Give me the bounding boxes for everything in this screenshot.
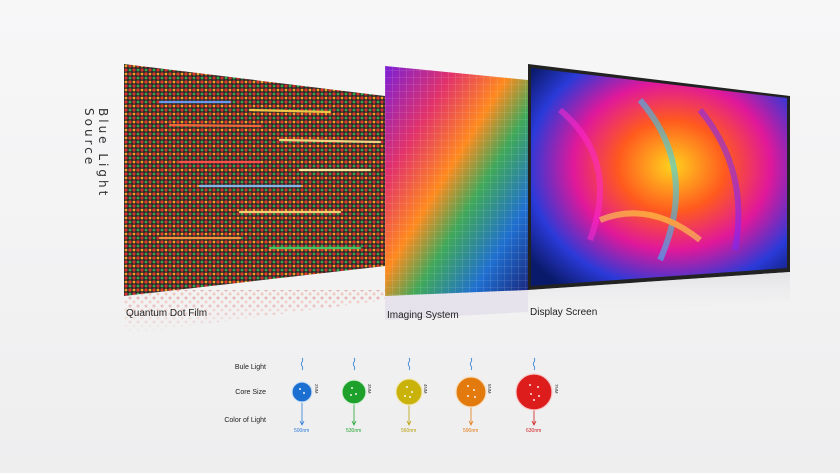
blue-light-source-label: Blue Light Source — [82, 108, 110, 199]
legend-row-core-size: Core Size — [235, 389, 266, 396]
imaging-system — [385, 66, 528, 320]
quantum-dot-film — [124, 64, 385, 335]
display-caption: Display Screen — [530, 307, 598, 318]
size-label: 5NM — [487, 384, 492, 394]
legend-row-bule-light: Bule Light — [234, 364, 266, 371]
size-label: 3NM — [367, 384, 372, 394]
legend-row-color-of-light: Color of Light — [224, 417, 266, 424]
size-label: 7NM — [554, 384, 559, 394]
film-caption: Quantum Dot Film — [126, 308, 208, 319]
wavelength-label: 590nm — [463, 428, 479, 434]
display-screen — [528, 64, 790, 318]
imaging-caption: Imaging System — [387, 310, 459, 321]
wavelength-label: 500nm — [294, 428, 310, 434]
wavelength-label: 560nm — [401, 428, 417, 434]
size-label: 4NM — [423, 384, 428, 394]
wavelength-label: 630nm — [526, 428, 542, 434]
size-label: 2NM — [314, 384, 319, 394]
quantum-dot-balls — [291, 373, 553, 411]
wavelength-label: 530nm — [346, 428, 362, 434]
